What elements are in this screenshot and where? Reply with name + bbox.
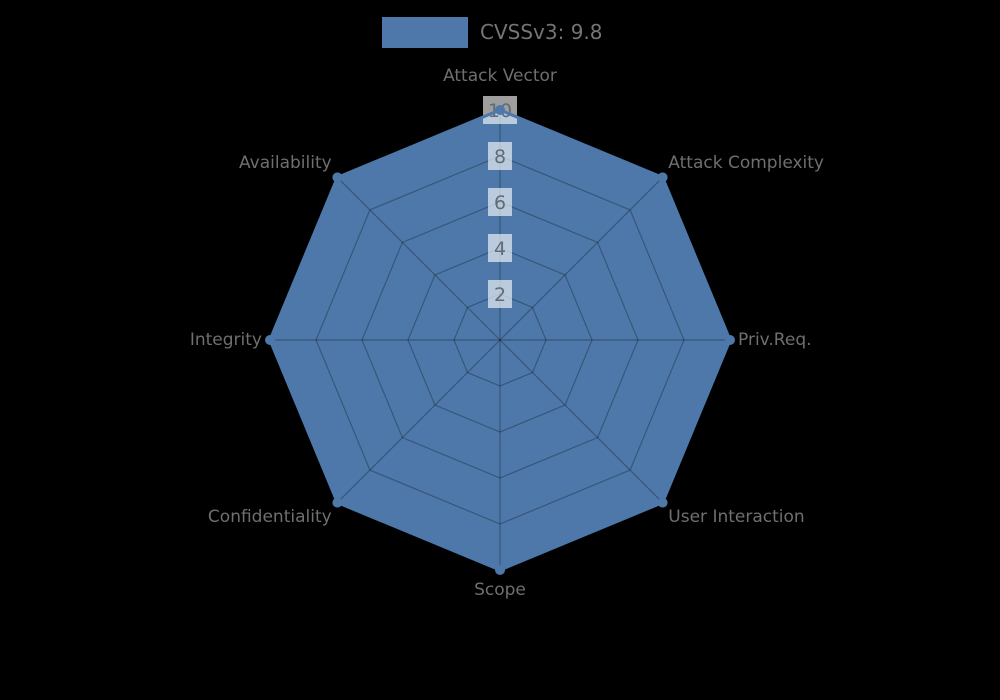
vertex-marker-user-interaction bbox=[657, 497, 668, 508]
vertex-marker-integrity bbox=[265, 335, 275, 345]
vertex-marker-priv-req bbox=[725, 335, 735, 345]
grid-spoke-confidentiality bbox=[336, 339, 501, 504]
axis-label-scope: Scope bbox=[474, 580, 526, 600]
grid-spoke-availability bbox=[336, 176, 501, 341]
grid-ring-8 bbox=[315, 155, 685, 525]
axis-label-attack-complexity: Attack Complexity bbox=[668, 153, 824, 173]
grid-ring-4 bbox=[407, 247, 593, 433]
grid-spoke-user-interaction bbox=[499, 339, 664, 504]
axis-label-priv-req: Priv.Req. bbox=[738, 330, 812, 350]
grid-ring-2 bbox=[453, 293, 547, 387]
series-fill bbox=[270, 110, 730, 570]
radial-tick-label-4: 4 bbox=[494, 238, 506, 260]
legend-swatch bbox=[382, 16, 468, 48]
axis-label-user-interaction: User Interaction bbox=[668, 507, 804, 527]
axis-label-confidentiality: Confidentiality bbox=[208, 507, 332, 527]
vertex-marker-attack-complexity bbox=[657, 172, 668, 183]
radial-tick-box-6 bbox=[488, 188, 512, 216]
radial-tick-label-6: 6 bbox=[494, 192, 506, 214]
radial-tick-box-4 bbox=[488, 234, 512, 262]
radial-tick-box-2 bbox=[488, 280, 512, 308]
radial-tick-label-2: 2 bbox=[494, 284, 506, 306]
axis-label-availability: Availability bbox=[239, 153, 332, 173]
vertex-marker-scope bbox=[495, 565, 505, 575]
vertex-marker-attack-vector bbox=[495, 105, 505, 115]
axis-label-attack-vector: Attack Vector bbox=[443, 66, 557, 86]
grid-ring-6 bbox=[361, 201, 639, 479]
grid-spoke-attack-complexity bbox=[499, 176, 664, 341]
legend-label: CVSSv3: 9.8 bbox=[480, 20, 603, 44]
radial-tick-box-8 bbox=[488, 142, 512, 170]
legend: CVSSv3: 9.8 bbox=[382, 16, 603, 48]
radial-tick-label-8: 8 bbox=[494, 146, 506, 168]
vertex-marker-confidentiality bbox=[332, 497, 343, 508]
vertex-marker-availability bbox=[332, 172, 343, 183]
axis-label-integrity: Integrity bbox=[190, 330, 262, 350]
